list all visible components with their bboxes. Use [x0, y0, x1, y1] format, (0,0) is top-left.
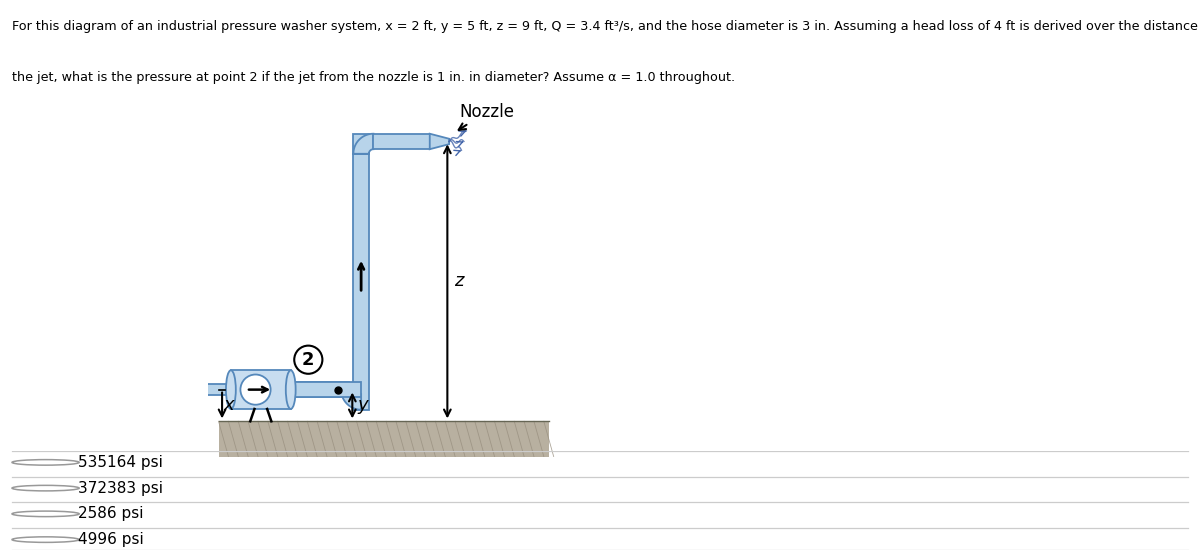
Text: Nozzle: Nozzle: [458, 102, 515, 130]
Ellipse shape: [226, 370, 236, 409]
Bar: [373, 134, 430, 149]
Circle shape: [12, 485, 79, 491]
Circle shape: [240, 375, 271, 405]
Text: the jet, what is the pressure at point 2 if the jet from the nozzle is 1 in. in : the jet, what is the pressure at point 2…: [12, 71, 736, 84]
Bar: [206, 384, 232, 395]
Ellipse shape: [286, 370, 295, 409]
Bar: [353, 134, 368, 154]
Polygon shape: [353, 134, 373, 154]
Circle shape: [294, 345, 323, 374]
Polygon shape: [341, 389, 361, 410]
Circle shape: [12, 460, 79, 465]
Text: y: y: [358, 397, 368, 415]
Bar: [293, 382, 349, 397]
Text: 2586 psi: 2586 psi: [78, 507, 144, 521]
Bar: [218, 421, 550, 456]
Bar: [293, 382, 361, 397]
Circle shape: [12, 537, 79, 542]
Text: 4996 psi: 4996 psi: [78, 532, 144, 547]
Text: 2: 2: [302, 351, 314, 369]
Text: For this diagram of an industrial pressure washer system, x = 2 ft, y = 5 ft, z : For this diagram of an industrial pressu…: [12, 19, 1200, 32]
Polygon shape: [430, 134, 449, 149]
Circle shape: [12, 511, 79, 516]
Text: 372383 psi: 372383 psi: [78, 481, 163, 496]
Bar: [230, 370, 290, 409]
Text: z: z: [454, 272, 463, 290]
Text: 535164 psi: 535164 psi: [78, 455, 163, 470]
Text: x: x: [224, 397, 234, 415]
Bar: [353, 154, 368, 410]
